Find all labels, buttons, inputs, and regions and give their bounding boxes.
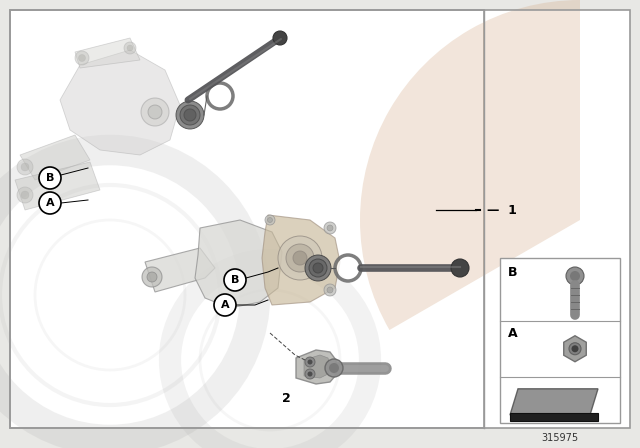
Circle shape <box>142 267 162 287</box>
Text: 2: 2 <box>282 392 291 405</box>
Text: B: B <box>508 266 518 279</box>
Circle shape <box>21 191 29 199</box>
Circle shape <box>313 263 323 273</box>
Circle shape <box>305 369 315 379</box>
Circle shape <box>307 359 312 365</box>
Bar <box>10 10 484 428</box>
Circle shape <box>147 272 157 282</box>
Circle shape <box>184 109 196 121</box>
Bar <box>484 10 630 428</box>
Circle shape <box>180 105 200 125</box>
Polygon shape <box>262 215 340 305</box>
Circle shape <box>17 187 33 203</box>
Circle shape <box>337 257 359 279</box>
Circle shape <box>176 101 204 129</box>
Text: —  1: — 1 <box>487 203 517 216</box>
Circle shape <box>566 267 584 285</box>
Circle shape <box>124 42 136 54</box>
Circle shape <box>451 259 469 277</box>
Polygon shape <box>15 162 100 210</box>
Circle shape <box>224 269 246 291</box>
Circle shape <box>309 259 327 277</box>
Polygon shape <box>296 350 336 384</box>
Circle shape <box>305 357 315 367</box>
Polygon shape <box>60 50 180 155</box>
Polygon shape <box>304 355 330 378</box>
Circle shape <box>572 345 579 352</box>
Polygon shape <box>195 220 282 308</box>
Polygon shape <box>145 248 215 292</box>
Circle shape <box>286 244 314 272</box>
Circle shape <box>148 105 162 119</box>
Circle shape <box>327 287 333 293</box>
Text: A: A <box>508 327 518 340</box>
Circle shape <box>39 167 61 189</box>
Circle shape <box>569 343 581 355</box>
Circle shape <box>75 51 89 65</box>
Circle shape <box>324 222 336 234</box>
Circle shape <box>214 294 236 316</box>
Text: B: B <box>231 275 239 285</box>
Circle shape <box>265 215 275 225</box>
Circle shape <box>141 98 169 126</box>
Polygon shape <box>20 135 90 180</box>
Circle shape <box>278 236 322 280</box>
Text: A: A <box>45 198 54 208</box>
Polygon shape <box>75 38 140 68</box>
Circle shape <box>305 255 331 281</box>
Circle shape <box>273 31 287 45</box>
Circle shape <box>293 251 307 265</box>
Wedge shape <box>360 0 580 330</box>
Bar <box>500 258 620 423</box>
Bar <box>510 413 598 421</box>
Circle shape <box>268 217 273 223</box>
Circle shape <box>127 45 133 51</box>
Text: B: B <box>46 173 54 183</box>
Circle shape <box>209 85 231 107</box>
Circle shape <box>329 363 339 373</box>
Circle shape <box>324 284 336 296</box>
Circle shape <box>570 271 580 281</box>
Polygon shape <box>564 336 586 362</box>
Text: 315975: 315975 <box>541 433 579 443</box>
Polygon shape <box>510 389 598 415</box>
Circle shape <box>307 371 312 376</box>
Circle shape <box>327 225 333 231</box>
Text: A: A <box>221 300 229 310</box>
Circle shape <box>39 192 61 214</box>
Circle shape <box>17 159 33 175</box>
Circle shape <box>79 55 86 61</box>
Circle shape <box>21 163 29 171</box>
Circle shape <box>325 359 343 377</box>
